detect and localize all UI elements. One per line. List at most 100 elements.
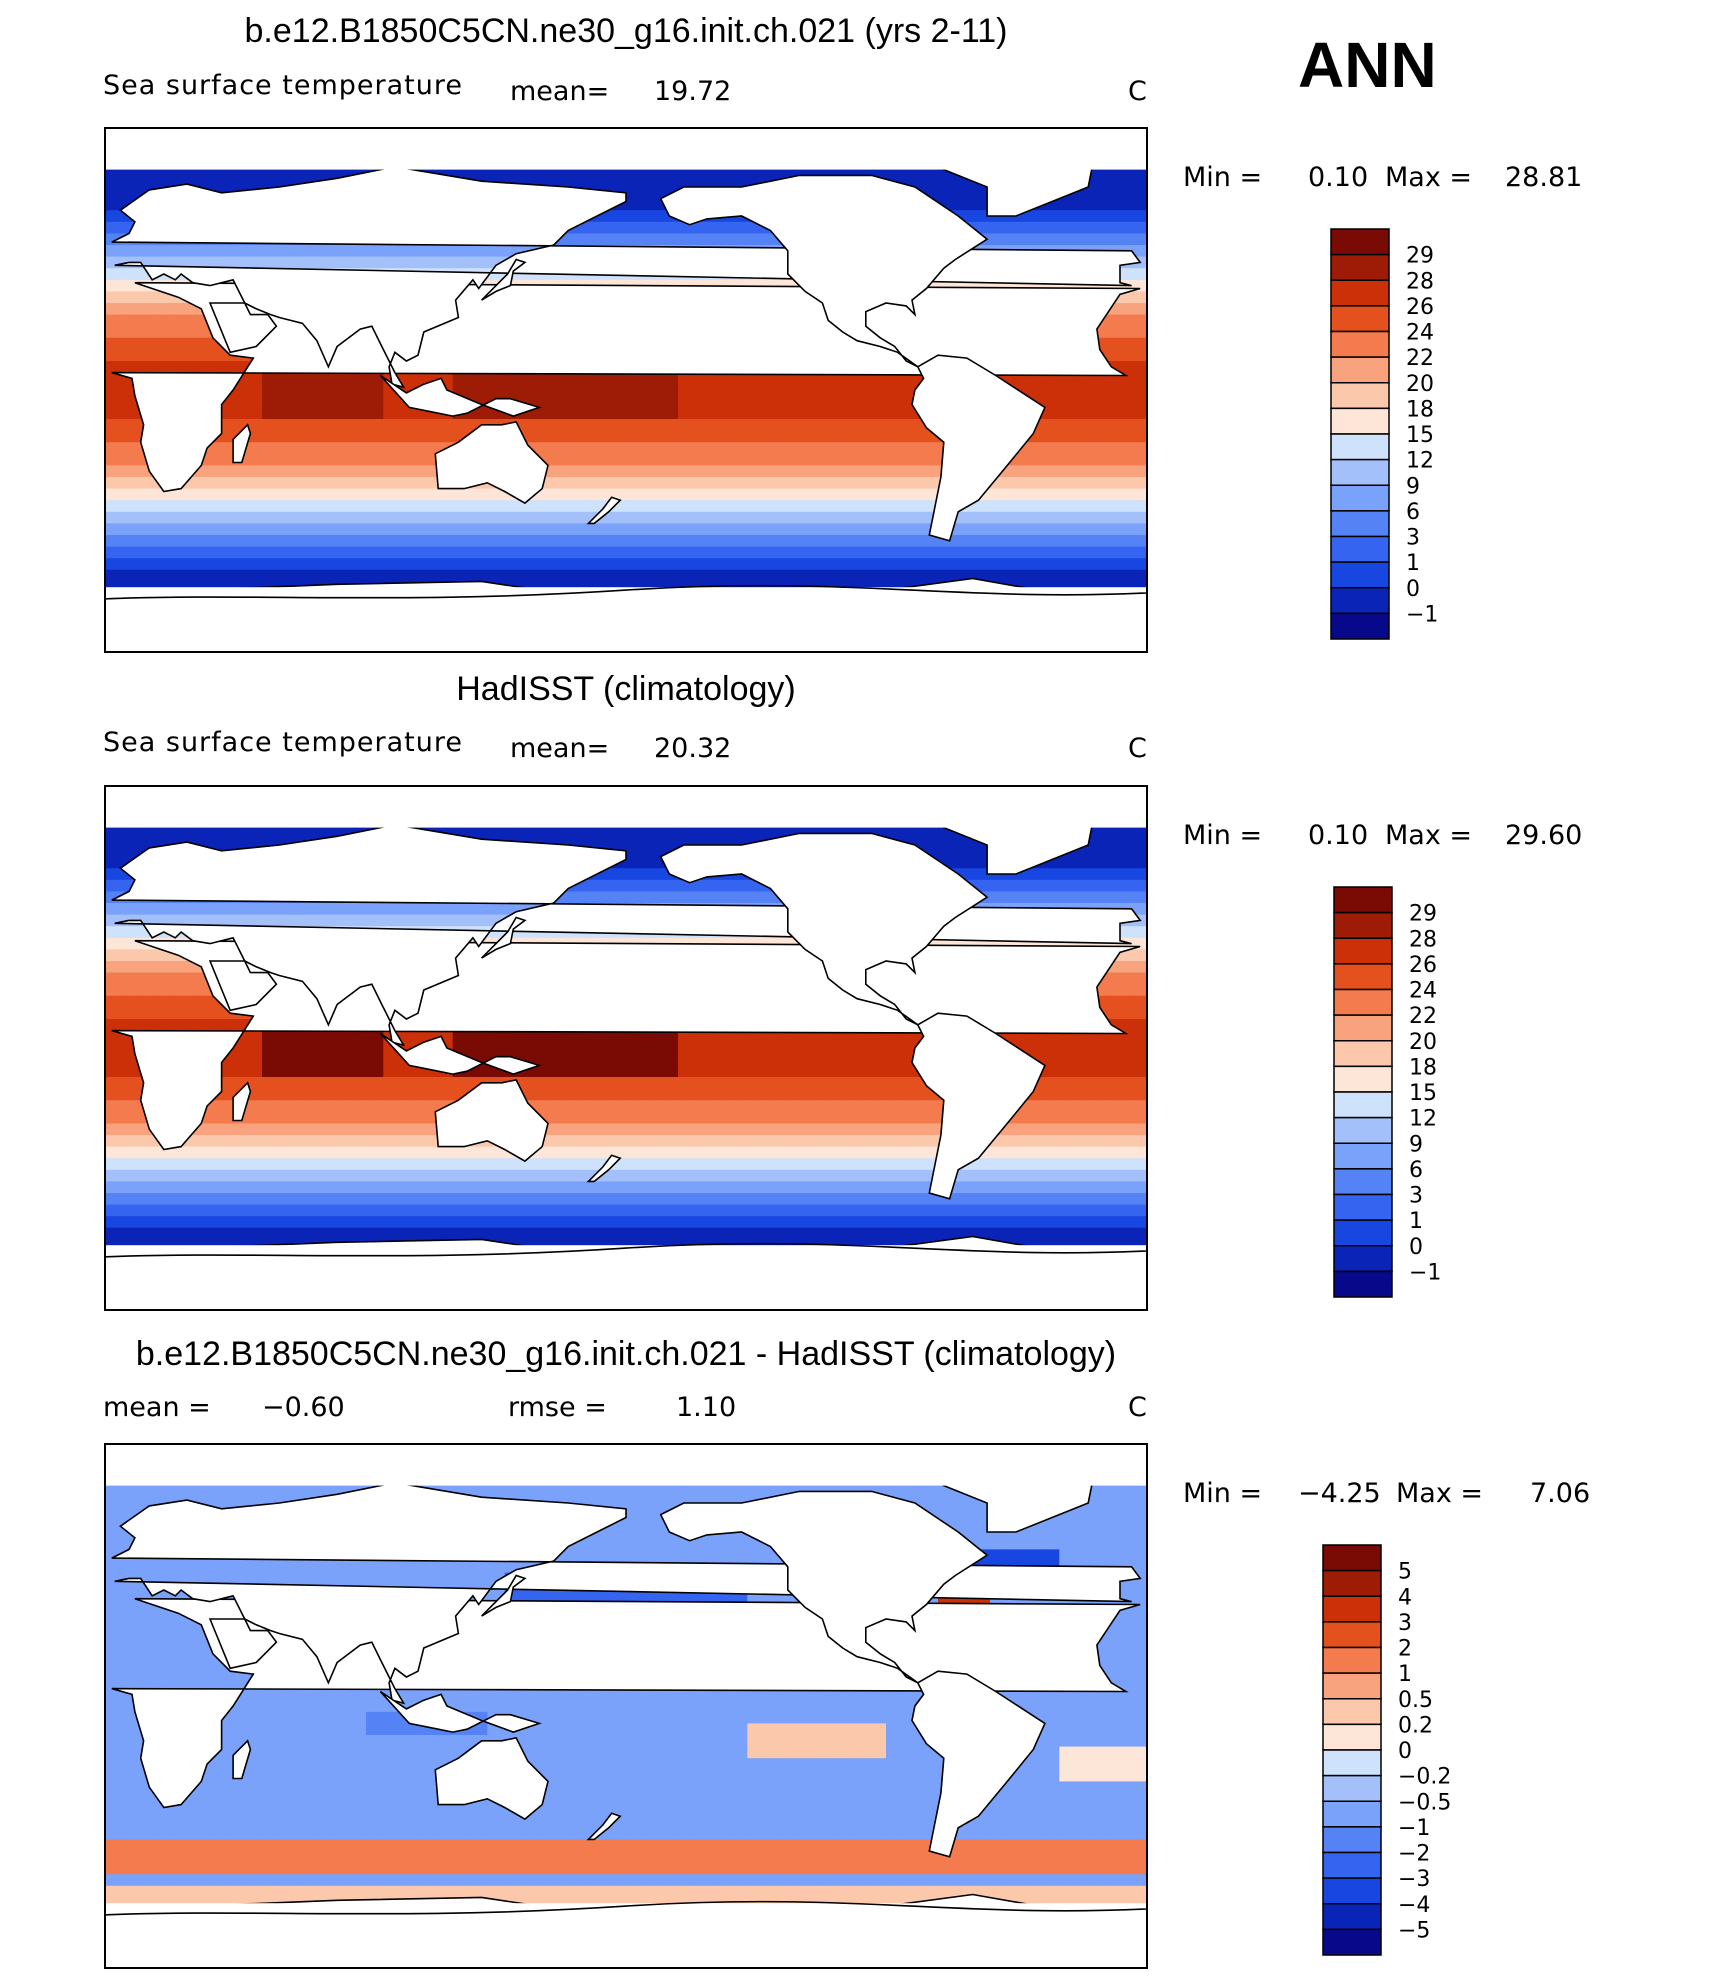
- sst-cell: [123, 326, 142, 339]
- sst-cell: [851, 1065, 870, 1078]
- sst-cell: [1076, 511, 1095, 524]
- sst-cell: [990, 879, 1008, 892]
- sst-cell: [140, 361, 159, 374]
- sst-cell: [608, 569, 627, 582]
- sst-cell: [314, 477, 332, 490]
- sst-cell: [660, 1169, 679, 1182]
- sst-cell: [470, 511, 488, 524]
- sst-cell: [608, 1135, 627, 1148]
- sst-cell: [331, 442, 350, 455]
- sst-cell: [470, 1204, 488, 1217]
- sst-cell: [452, 914, 471, 927]
- sst-cell: [712, 384, 731, 397]
- sst-cell: [643, 1503, 662, 1516]
- sst-cell: [452, 1216, 471, 1229]
- sst-cell: [1059, 488, 1078, 501]
- colorbar-tick-label: 12: [1406, 449, 1434, 474]
- sst-cell: [660, 535, 679, 548]
- sst-cell: [106, 868, 124, 881]
- sst-cell: [660, 221, 679, 234]
- sst-cell: [747, 1158, 766, 1171]
- sst-cell: [556, 1193, 575, 1206]
- sst-cell: [140, 1181, 159, 1194]
- sst-cell: [123, 1193, 142, 1206]
- panel-3-mean-value: −0.60: [262, 1392, 345, 1423]
- sst-cell: [660, 175, 679, 188]
- sst-cell: [140, 337, 159, 350]
- sst-cell: [123, 268, 142, 281]
- sst-cell: [158, 488, 176, 501]
- sst-cell: [1042, 1146, 1060, 1159]
- sst-cell: [816, 1181, 835, 1194]
- sst-cell: [1042, 558, 1060, 571]
- sst-cell: [106, 245, 124, 258]
- sst-cell: [210, 175, 228, 188]
- sst-cell: [452, 569, 471, 582]
- sst-cell: [452, 1193, 471, 1206]
- sst-cell: [539, 1204, 558, 1217]
- sst-cell: [990, 221, 1008, 234]
- sst-cell: [747, 1088, 766, 1101]
- land-nz: [586, 496, 622, 525]
- sst-cell: [106, 1007, 124, 1020]
- sst-cell: [1076, 523, 1095, 536]
- sst-cell: [1094, 407, 1112, 420]
- sst-cell: [210, 535, 228, 548]
- sst-cell: [574, 477, 592, 490]
- sst-cell: [556, 1100, 575, 1113]
- sst-cell: [1128, 419, 1146, 432]
- sst-cell: [712, 833, 731, 846]
- sst-cell: [539, 523, 558, 536]
- sst-cell: [175, 1181, 194, 1194]
- sst-cell: [487, 558, 506, 571]
- sst-cell: [851, 1169, 870, 1182]
- sst-cell: [331, 1146, 350, 1159]
- sst-cell: [747, 477, 766, 490]
- sst-cell: [331, 1123, 350, 1136]
- sst-cell: [591, 1077, 610, 1090]
- sst-cell: [210, 245, 228, 258]
- sst-cell: [660, 1193, 679, 1206]
- sst-cell: [695, 1216, 714, 1229]
- sst-cell: [556, 1053, 575, 1066]
- sst-cell: [730, 1169, 748, 1182]
- sst-cell: [1024, 511, 1043, 524]
- sst-cell: [244, 465, 263, 478]
- sst-cell: [816, 1030, 835, 1043]
- sst-cell: [903, 1181, 922, 1194]
- sst-cell: [400, 256, 419, 269]
- sst-cell: [539, 384, 558, 397]
- sst-cell: [1059, 1135, 1078, 1148]
- sst-cell: [903, 1088, 922, 1101]
- sst-cell: [886, 1181, 904, 1194]
- sst-cell: [730, 569, 748, 582]
- sst-cell: [296, 1065, 315, 1078]
- sst-cell: [1042, 1193, 1060, 1206]
- sst-cell: [123, 558, 142, 571]
- sst-cell: [106, 914, 124, 927]
- sst-cell: [851, 1181, 870, 1194]
- sst-cell: [938, 1204, 956, 1217]
- sst-cell: [1128, 856, 1146, 869]
- sst-cell: [1128, 337, 1146, 350]
- sst-cell: [747, 1181, 766, 1194]
- sst-cell: [244, 407, 263, 420]
- sst-cell: [730, 833, 748, 846]
- sst-cell: [106, 384, 124, 397]
- sst-cell: [938, 845, 956, 858]
- sst-cell: [279, 1146, 298, 1159]
- sst-cell: [591, 372, 610, 385]
- sst-cell: [400, 1181, 419, 1194]
- sst-cell: [660, 1030, 679, 1043]
- sst-cell: [227, 500, 246, 513]
- sst-cell: [886, 1158, 904, 1171]
- sst-cell: [400, 1065, 419, 1078]
- sst-cell: [591, 1204, 610, 1217]
- sst-cell: [782, 1181, 800, 1194]
- sst-cell: [678, 891, 696, 904]
- sst-cell: [279, 453, 298, 466]
- sst-cell: [764, 1146, 783, 1159]
- sst-cell: [279, 1088, 298, 1101]
- sst-cell: [712, 1053, 731, 1066]
- sst-cell: [660, 453, 679, 466]
